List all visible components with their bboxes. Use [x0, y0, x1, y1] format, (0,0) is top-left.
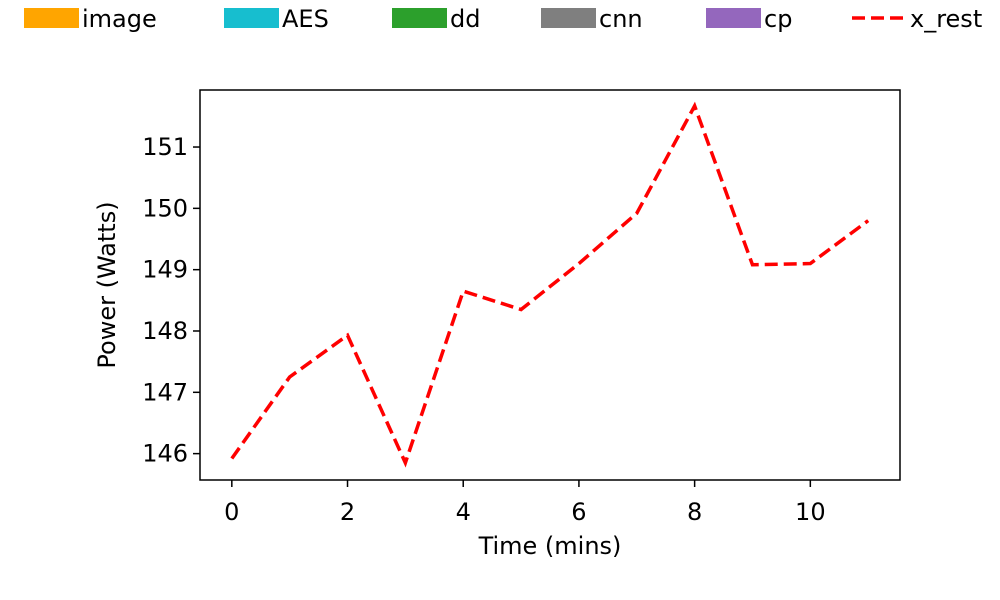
legend: image AES dd cnn cp x_rest — [24, 5, 982, 33]
legend-swatch-AES — [224, 8, 279, 28]
x-tick-label: 6 — [571, 498, 586, 526]
x-axis: 0 2 4 6 8 10 — [224, 480, 826, 526]
x-tick-label: 8 — [687, 498, 702, 526]
legend-swatch-dd — [392, 8, 447, 28]
x-tick-label: 4 — [456, 498, 471, 526]
legend-label: cnn — [599, 5, 643, 33]
y-tick-label: 151 — [142, 133, 188, 161]
legend-swatch-image — [24, 8, 79, 28]
x-tick-label: 0 — [224, 498, 239, 526]
y-tick-label: 146 — [142, 440, 188, 468]
series-line-x_rest — [230, 101, 870, 468]
x-tick-label: 2 — [340, 498, 355, 526]
y-tick-label: 149 — [142, 256, 188, 284]
plot-area: 0 2 4 6 8 10 146 147 148 149 150 151 — [142, 89, 901, 526]
legend-label: image — [82, 5, 157, 33]
y-tick-label: 148 — [142, 317, 188, 345]
y-axis: 146 147 148 149 150 151 — [142, 133, 200, 468]
legend-label: cp — [764, 5, 792, 33]
x-axis-label: Time (mins) — [478, 532, 622, 560]
legend-label: x_rest — [910, 5, 982, 33]
series-layer — [230, 101, 870, 468]
y-tick-label: 150 — [142, 194, 188, 222]
plot-frame — [199, 89, 901, 481]
y-tick-label: 147 — [142, 378, 188, 406]
legend-swatch-cp — [706, 8, 761, 28]
legend-label: dd — [450, 5, 480, 33]
y-axis-label: Power (Watts) — [93, 201, 121, 368]
x-tick-label: 10 — [795, 498, 826, 526]
legend-swatch-cnn — [541, 8, 596, 28]
legend-label: AES — [282, 5, 329, 33]
